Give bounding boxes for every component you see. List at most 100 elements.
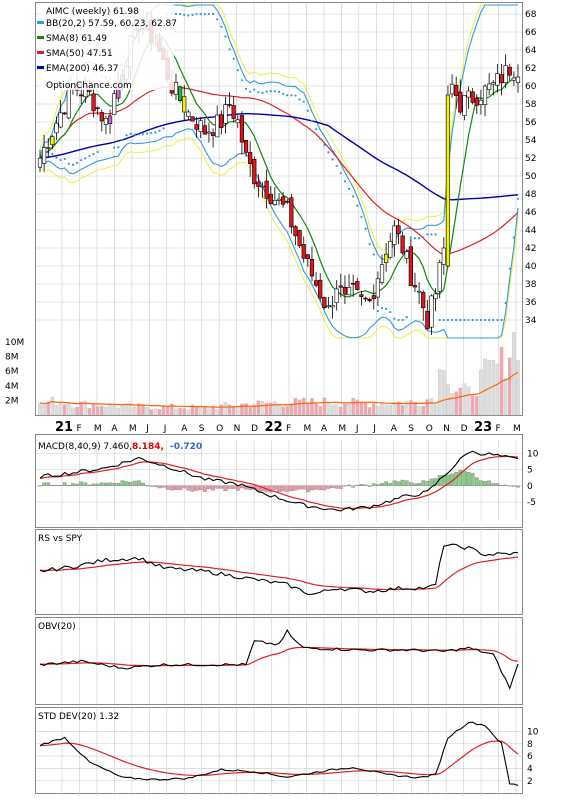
volume-bar — [256, 400, 261, 416]
month-label: N — [443, 424, 450, 434]
rs-label: RS vs SPY — [38, 534, 83, 544]
volume-bar — [437, 368, 442, 416]
macd-hist-bar — [165, 485, 170, 490]
candle-body — [487, 83, 492, 90]
psar-dot — [232, 57, 235, 60]
volume-bar — [62, 404, 67, 416]
psar-dot — [191, 13, 194, 16]
candle-body — [243, 140, 249, 153]
volume-bar — [149, 409, 154, 416]
obv-label: OBV(20) — [38, 622, 76, 632]
psar-dot — [244, 87, 248, 90]
volume-bar — [133, 407, 137, 416]
psar-dot — [59, 158, 62, 162]
candle-body — [210, 132, 216, 136]
volume-bar — [376, 406, 380, 416]
volume-bar — [314, 402, 318, 416]
macd-hist-bar — [326, 485, 331, 489]
volume-bar — [161, 405, 166, 416]
volume-ma-line — [39, 371, 519, 408]
sma8-line — [39, 34, 519, 298]
volume-bar — [269, 402, 273, 416]
psar-dot — [71, 163, 75, 166]
volume-bar — [240, 403, 244, 416]
psar-dot — [488, 318, 491, 322]
candle-body — [507, 66, 512, 76]
candle-body — [379, 264, 385, 283]
volume-bar — [120, 405, 125, 416]
psar-dot — [63, 157, 66, 161]
psar-dot — [426, 233, 429, 236]
volume-bar — [75, 406, 79, 416]
macd-hist-bar — [483, 481, 487, 486]
volume-bar — [273, 401, 277, 416]
candle-body — [231, 105, 236, 120]
psar-dot — [401, 318, 404, 322]
candle-body — [281, 196, 286, 205]
volume-bar — [244, 403, 248, 416]
psar-dot — [446, 318, 450, 322]
month-label: F — [76, 424, 81, 434]
candle-body — [421, 292, 426, 309]
candle-body — [503, 65, 508, 84]
indicator-line — [39, 543, 519, 595]
volume-bar — [137, 403, 141, 416]
candle-body — [264, 180, 269, 199]
candle-body — [462, 95, 467, 116]
macd-hist-bar — [458, 470, 463, 486]
psar-dot — [282, 92, 285, 95]
psar-dot — [343, 180, 347, 183]
psar-dot — [113, 146, 116, 149]
macd-hist-bar — [305, 485, 310, 493]
month-label: M — [94, 424, 102, 434]
price-tick-label: 56 — [525, 118, 537, 128]
candle-body — [441, 247, 446, 265]
volume-bar — [400, 405, 405, 416]
macd-hist-bar — [149, 485, 154, 487]
month-label: J — [145, 424, 149, 434]
macd-hist-bar — [186, 485, 191, 491]
candle-body — [37, 157, 43, 168]
month-label: N — [234, 424, 241, 434]
psar-dot — [55, 156, 58, 159]
candle-body — [412, 285, 418, 288]
candle-body — [99, 112, 104, 122]
candle-body — [219, 114, 224, 128]
candle-body — [248, 152, 253, 164]
macd-hist-bar — [351, 485, 356, 488]
volume-bar — [178, 408, 182, 416]
psar-dot — [479, 318, 483, 322]
volume-bar — [79, 401, 83, 416]
psar-dot — [195, 12, 198, 16]
signal-line — [39, 455, 519, 510]
candle-body — [182, 96, 187, 113]
macd-hist-bar — [396, 481, 401, 486]
macd-hist-bar — [50, 485, 55, 486]
volume-bar — [231, 406, 236, 416]
month-label: A — [111, 424, 118, 434]
psar-dot — [183, 13, 186, 16]
volume-bar — [207, 408, 211, 416]
psar-dot — [393, 317, 396, 320]
month-label: M — [129, 424, 137, 434]
volume-bar — [153, 408, 158, 416]
psar-dot — [129, 132, 132, 135]
candle-body — [425, 310, 430, 330]
volume-bar — [190, 404, 195, 416]
psar-dot — [335, 164, 338, 167]
candle-body — [293, 226, 298, 237]
psar-dot — [294, 94, 297, 97]
psar-dot — [310, 119, 314, 122]
legend-bb: BB(20,2) 57.59, 60.23, 62.87 — [46, 19, 177, 29]
price-tick-label: 34 — [525, 316, 537, 326]
volume-bar — [475, 396, 479, 416]
psar-dot — [504, 302, 507, 305]
volume-bar — [112, 405, 116, 416]
macd-hist-bar — [174, 485, 178, 490]
psar-dot — [516, 197, 520, 200]
volume-bar — [330, 404, 335, 416]
volume-bar — [46, 401, 50, 416]
candle-body — [495, 73, 500, 86]
volume-tick-label: 8M — [5, 353, 19, 363]
